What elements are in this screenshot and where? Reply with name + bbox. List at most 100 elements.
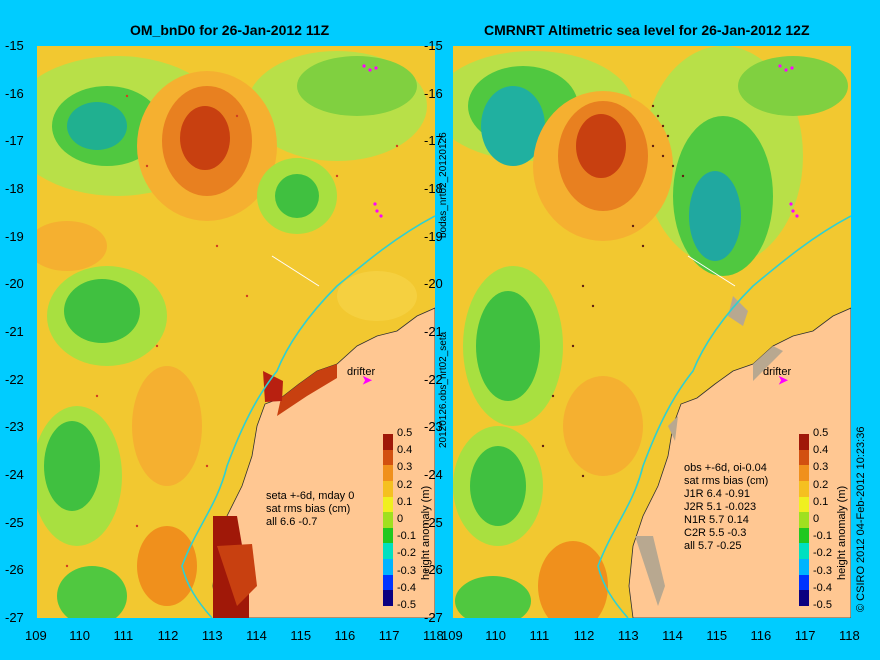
colorbar-swatch [799,496,809,513]
colorbar-swatch [799,543,809,560]
right-drifter-label: drifter [763,366,792,378]
left-drifter-label: drifter [347,366,376,378]
longitude-tick-label: 115 [290,628,312,643]
obs-id-label: 20120126.obs_nrt02_seta [438,331,449,448]
latitude-tick-label: -18 [5,181,24,196]
colorbar-swatch [383,512,393,529]
longitude-tick-label: 113 [617,628,639,643]
longitude-tick-label: 111 [113,628,134,643]
colorbar-tick-label: 0.4 [813,444,829,457]
right-colorbar-label: height anomaly (m) [836,485,848,580]
left-sea-level-map [37,46,435,618]
longitude-tick-label: 116 [334,628,356,643]
colorbar-tick-label: -0.1 [397,530,416,543]
colorbar-swatch [799,465,809,482]
run-id-label: bodas_nrt02_20120126 [438,132,449,238]
left-colorbar [383,434,393,607]
longitude-tick-label: 116 [750,628,772,643]
latitude-tick-label: -27 [424,610,443,625]
colorbar-tick-label: -0.3 [813,564,832,577]
colorbar-swatch [383,449,393,466]
credit-label: © CSIRO 2012 04-Feb-2012 10:23:36 [855,426,867,612]
latitude-tick-label: -17 [5,133,24,149]
left-drifter-marker-icon: ➤ [362,373,373,387]
colorbar-tick-label: -0.4 [397,581,416,594]
stats-line: sat rms bias (cm) [684,475,769,487]
latitude-tick-label: -20 [424,276,443,292]
colorbar-swatch [383,559,393,576]
longitude-tick-label: 110 [485,628,506,643]
latitude-tick-label: -27 [5,610,24,625]
stats-line: sat rms bias (cm) [266,503,351,515]
longitude-tick-label: 112 [157,628,179,643]
right-stats-note: obs +-6d, oi-0.04 sat rms bias (cm) J1R 6.… [684,462,768,553]
colorbar-swatch [383,527,393,544]
colorbar-swatch [799,559,809,576]
colorbar-tick-label: 0 [813,513,820,525]
latitude-tick-label: -21 [424,324,443,339]
longitude-tick-label: 115 [706,628,728,643]
colorbar-swatch [383,590,393,607]
colorbar-tick-label: 0.1 [813,495,829,508]
colorbar-tick-label: 0.3 [397,461,413,474]
colorbar-tick-label: 0.4 [397,444,413,457]
colorbar-swatch [799,449,809,466]
colorbar-swatch [799,434,809,451]
right-colorbar [799,434,809,607]
longitude-tick-label: 109 [25,628,47,643]
left-map-title: OM_bnD0 for 26-Jan-2012 11Z [130,22,330,38]
colorbar-tick-label: -0.5 [397,599,416,611]
stats-line: seta +-6d, mday 0 [266,490,355,502]
longitude-tick-label: 110 [69,628,90,643]
latitude-tick-label: -19 [424,228,443,244]
colorbar-tick-label: -0.4 [813,581,832,594]
stats-line: J1R 6.4 -0.91 [684,488,751,500]
colorbar-tick-label: -0.2 [813,547,832,560]
colorbar-tick-label: 0.1 [397,495,413,508]
colorbar-swatch [383,434,393,451]
right-map-title: CMRNRT Altimetric sea level for 26-Jan-2… [484,22,810,38]
longitude-tick-label: 114 [246,628,267,643]
longitude-tick-label: 118 [423,628,444,643]
colorbar-swatch [383,496,393,513]
right-map-panel [453,46,851,618]
colorbar-swatch [383,574,393,591]
latitude-tick-label: -23 [5,419,24,435]
latitude-tick-label: -17 [424,133,443,149]
latitude-tick-label: -24 [424,467,443,482]
longitude-tick-label: 111 [529,628,550,643]
colorbar-tick-label: 0.5 [813,427,829,439]
longitude-tick-label: 114 [662,628,683,643]
colorbar-tick-label: -0.3 [397,564,416,577]
stats-line: obs +-6d, oi-0.04 [684,462,767,474]
latitude-tick-label: -19 [5,228,24,244]
longitude-tick-label: 117 [794,628,816,643]
colorbar-tick-label: 0.2 [397,478,413,491]
stats-line: all 6.6 -0.7 [266,516,318,528]
colorbar-swatch [799,512,809,529]
longitude-tick-label: 118 [839,628,860,643]
latitude-tick-label: -18 [424,181,443,196]
latitude-tick-label: -15 [5,38,24,53]
latitude-tick-label: -23 [424,419,443,435]
colorbar-tick-label: 0.2 [813,478,829,491]
left-map-panel [37,46,435,618]
colorbar-swatch [383,543,393,560]
stats-line: J2R 5.1 -0.023 [684,501,757,513]
latitude-tick-label: -24 [5,467,24,482]
left-stats-note: seta +-6d, mday 0 sat rms bias (cm) all 6.… [266,490,354,529]
left-colorbar-label: height anomaly (m) [420,485,432,580]
longitude-tick-label: 117 [378,628,400,643]
colorbar-swatch [799,480,809,498]
stats-line: C2R 5.5 -0.3 [684,527,747,539]
colorbar-tick-label: -0.2 [397,547,416,560]
latitude-tick-label: -22 [5,371,24,387]
colorbar-swatch [799,527,809,544]
colorbar-swatch [383,465,393,482]
longitude-tick-label: 112 [573,628,595,643]
latitude-tick-label: -15 [424,38,443,53]
colorbar-tick-label: -0.1 [813,530,832,543]
right-drifter-marker-icon: ➤ [778,373,789,387]
stats-line: all 5.7 -0.25 [684,540,742,552]
latitude-tick-label: -26 [424,562,443,578]
